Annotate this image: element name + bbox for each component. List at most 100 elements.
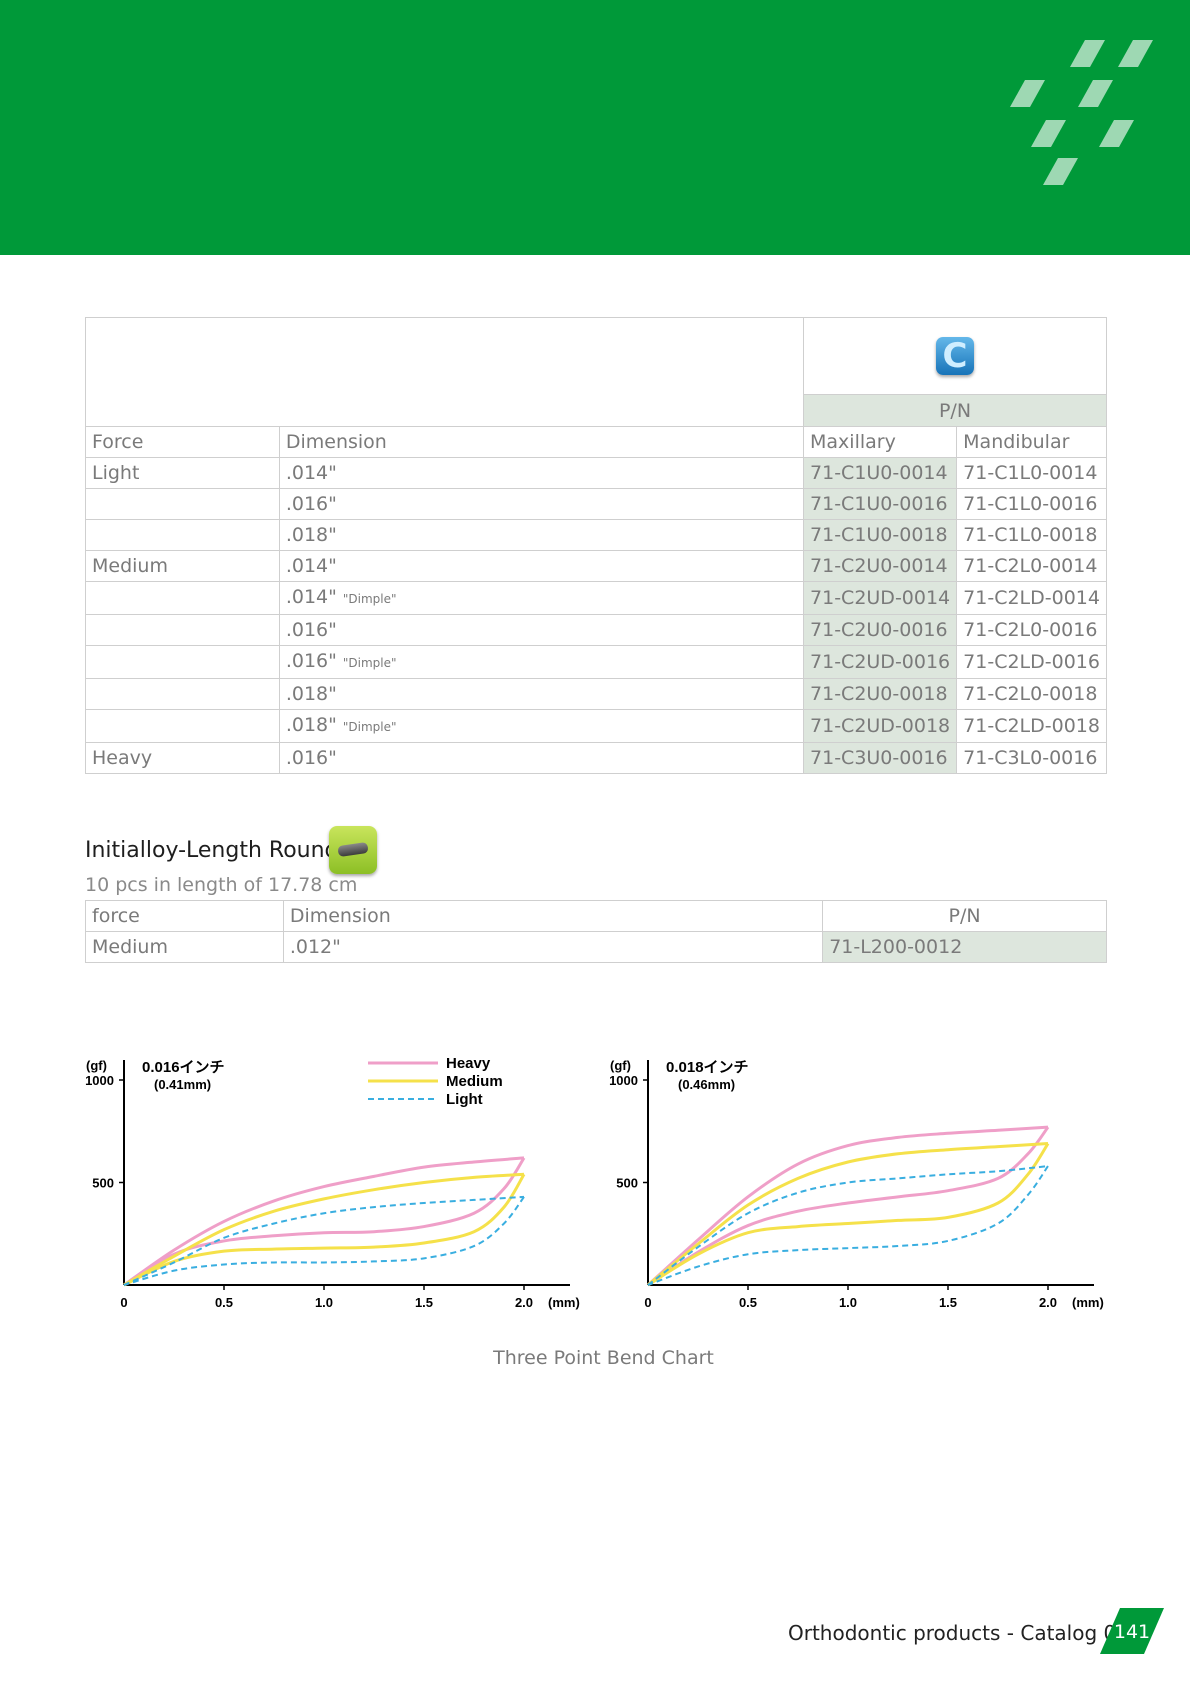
x-tick-label: 0.5: [215, 1295, 233, 1310]
table-row: Light .014" 71-C1U0-0014 71-C1L0-0014: [85, 457, 1107, 489]
dimension-cell: .014": [278, 550, 805, 582]
maxillary-pn-cell: 71-C1U0-0018: [803, 519, 958, 551]
series-medium-unloading-line: [123, 1173, 526, 1287]
x-tick-label: 2.0: [1039, 1295, 1057, 1310]
force-cell: [85, 614, 280, 646]
y-tick-label: 1000: [85, 1073, 114, 1088]
dimension-cell: .016": [278, 488, 805, 520]
dimple-note: "Dimple": [342, 592, 397, 606]
mandibular-pn-cell: 71-C2L0-0018: [956, 678, 1107, 710]
chart-subtitle: (0.41mm): [154, 1077, 211, 1092]
x-tick-label: 0: [644, 1295, 651, 1310]
dimension-column-header: Dimension: [282, 900, 824, 932]
y-tick-label: 1000: [609, 1073, 638, 1088]
series-light-unloading-line: [647, 1165, 1049, 1286]
series-medium-loading-line: [123, 1172, 525, 1287]
dimension-cell: .012": [282, 931, 824, 963]
force-cell: [85, 709, 280, 743]
x-tick-label: 1.0: [839, 1295, 857, 1310]
x-tick-label: 0.5: [739, 1295, 757, 1310]
force-column-header: Force: [85, 426, 280, 458]
table-pn-header-row: P/N: [86, 394, 1107, 427]
mandibular-pn-cell: 71-C2LD-0018: [956, 709, 1107, 743]
force-cell: Light: [85, 457, 280, 489]
chart-title: 0.016インチ: [142, 1059, 225, 1076]
table-row: .018" "Dimple" 71-C2UD-0018 71-C2LD-0018: [85, 709, 1107, 743]
mandibular-pn-cell: 71-C2LD-0016: [956, 645, 1107, 679]
pn-cell: 71-L200-0012: [822, 931, 1107, 963]
footer-catalog-text: Orthodontic products - Catalog 05: [788, 1621, 1129, 1645]
dimension-cell: .014" "Dimple": [278, 581, 805, 615]
banner-stripes-decoration: [1010, 40, 1153, 185]
section-title: Initialloy-Length Round: [85, 838, 339, 863]
mandibular-pn-cell: 71-C2L0-0016: [956, 614, 1107, 646]
mandibular-pn-cell: 71-C1L0-0016: [956, 488, 1107, 520]
c-icon-cell: C: [803, 316, 1107, 396]
chart-caption: Three Point Bend Chart: [493, 1347, 714, 1369]
maxillary-pn-cell: 71-C1U0-0014: [803, 457, 958, 489]
header-banner: [0, 0, 1190, 255]
dimension-cell: .014": [278, 457, 805, 489]
x-tick-label: 2.0: [515, 1295, 533, 1310]
force-cell: Medium: [85, 931, 284, 963]
table-row: Heavy .016" 71-C3U0-0016 71-C3L0-0016: [85, 742, 1107, 774]
maxillary-pn-cell: 71-C2U0-0018: [803, 678, 958, 710]
table-row: .016" "Dimple" 71-C2UD-0016 71-C2LD-0016: [85, 645, 1107, 679]
dimension-cell: .016" "Dimple": [278, 645, 805, 679]
force-cell: [85, 581, 280, 615]
maxillary-pn-cell: 71-C2UD-0018: [803, 709, 958, 743]
force-column-header: force: [85, 900, 284, 932]
dimple-note: "Dimple": [342, 656, 397, 670]
series-heavy-unloading-line: [123, 1157, 526, 1287]
x-tick-label: 1.5: [415, 1295, 433, 1310]
maxillary-column-header: Maxillary: [803, 426, 958, 458]
series-light-unloading-line: [123, 1196, 525, 1286]
mandibular-pn-cell: 71-C1L0-0018: [956, 519, 1107, 551]
mandibular-pn-cell: 71-C3L0-0016: [956, 742, 1107, 774]
force-cell: Medium: [85, 550, 280, 582]
table-row: .014" "Dimple" 71-C2UD-0014 71-C2LD-0014: [85, 581, 1107, 615]
section-subtitle: 10 pcs in length of 17.78 cm: [85, 874, 358, 896]
chart-subtitle: (0.46mm): [678, 1077, 735, 1092]
pn-column-header: P/N: [822, 900, 1107, 932]
chart-title: 0.018インチ: [666, 1059, 749, 1076]
legend-label-heavy: Heavy: [446, 1055, 491, 1072]
dimension-cell: .018" "Dimple": [278, 709, 805, 743]
mandibular-pn-cell: 71-C1L0-0014: [956, 457, 1107, 489]
legend-label-light: Light: [446, 1091, 483, 1108]
force-cell: [85, 519, 280, 551]
force-cell: [85, 488, 280, 520]
table-row: .016" 71-C1U0-0016 71-C1L0-0016: [85, 488, 1107, 520]
maxillary-pn-cell: 71-C2U0-0014: [803, 550, 958, 582]
maxillary-pn-cell: 71-C3U0-0016: [803, 742, 958, 774]
x-axis-label: (mm): [548, 1295, 580, 1310]
page-number-badge: [1100, 1608, 1164, 1654]
table-row: .018" 71-C2U0-0018 71-C2L0-0018: [85, 678, 1107, 710]
force-cell: [85, 678, 280, 710]
pn-header: P/N: [803, 394, 1107, 427]
y-axis-label: (gf): [86, 1058, 107, 1073]
x-tick-label: 1.0: [315, 1295, 333, 1310]
c-product-icon: C: [936, 336, 974, 375]
maxillary-pn-cell: 71-C1U0-0016: [803, 488, 958, 520]
table-column-header-row: Force Dimension Maxillary Mandibular: [85, 426, 1107, 458]
series-light-loading-line: [647, 1165, 1049, 1286]
series-heavy-loading-line: [123, 1156, 525, 1287]
table-blank-cell: [84, 317, 805, 427]
force-cell: Heavy: [85, 742, 280, 774]
x-tick-label: 0: [120, 1295, 127, 1310]
series-medium-loading-line: [647, 1142, 1049, 1287]
bend-chart-016: 500 1000 0 0.5 1.0 1.5 2.0 (gf) (mm) 0.016インチ(0.4…: [85, 1055, 580, 1310]
series-light-loading-line: [123, 1195, 525, 1286]
mandibular-pn-cell: 71-C2LD-0014: [956, 581, 1107, 615]
dimension-cell: .018": [278, 678, 805, 710]
maxillary-pn-cell: 71-C2UD-0016: [803, 645, 958, 679]
wire-length-icon: [329, 826, 377, 874]
x-tick-label: 1.5: [939, 1295, 957, 1310]
y-tick-label: 500: [92, 1176, 114, 1191]
dimension-cell: .018": [278, 519, 805, 551]
maxillary-pn-cell: 71-C2UD-0014: [803, 581, 958, 615]
table-row: .016" 71-C2U0-0016 71-C2L0-0016: [85, 614, 1107, 646]
table-row: Medium .014" 71-C2U0-0014 71-C2L0-0014: [85, 550, 1107, 582]
page-number: 141: [1113, 1621, 1151, 1643]
